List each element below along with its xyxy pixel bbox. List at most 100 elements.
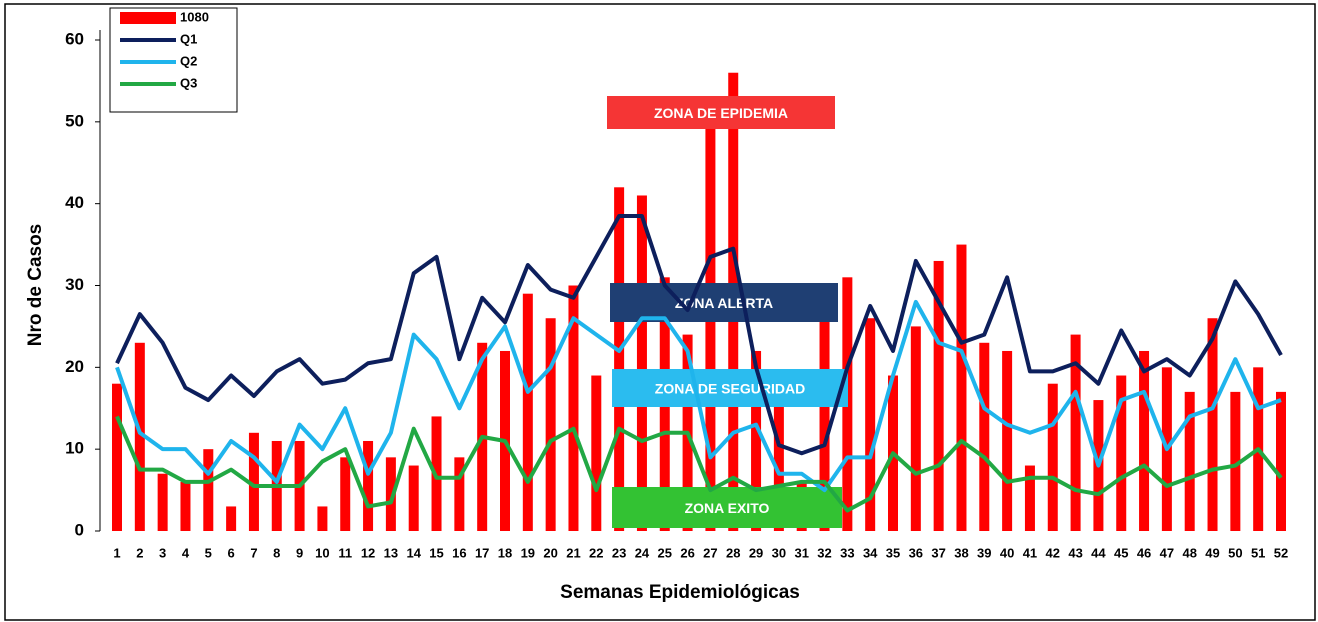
x-tick-label: 6	[228, 545, 235, 560]
x-tick-label: 23	[612, 545, 626, 560]
x-tick-label: 29	[749, 545, 763, 560]
zone-label: ZONA DE SEGURIDAD	[655, 381, 805, 397]
x-tick-label: 39	[977, 545, 991, 560]
x-tick-label: 35	[886, 545, 900, 560]
zone-box	[610, 283, 838, 322]
bar	[705, 121, 716, 531]
bar	[1230, 391, 1241, 531]
x-tick-label: 8	[273, 545, 280, 560]
x-tick-label: 47	[1160, 545, 1174, 560]
y-tick-label: 30	[65, 275, 84, 294]
bar	[157, 473, 168, 531]
x-tick-label: 14	[406, 545, 421, 560]
x-tick-label: 9	[296, 545, 303, 560]
x-tick-label: 30	[772, 545, 786, 560]
bar	[979, 342, 990, 531]
legend-label: 1080	[180, 9, 209, 24]
y-tick-label: 10	[65, 439, 84, 458]
bar	[1139, 350, 1150, 531]
x-tick-label: 22	[589, 545, 603, 560]
x-axis-label: Semanas Epidemiológicas	[560, 582, 800, 603]
x-tick-label: 33	[840, 545, 854, 560]
bar	[1116, 375, 1127, 531]
x-tick-label: 52	[1274, 545, 1288, 560]
bar	[522, 293, 533, 531]
x-tick-label: 31	[794, 545, 808, 560]
y-tick-label: 50	[65, 111, 84, 130]
bar	[1184, 391, 1195, 531]
bar	[363, 440, 374, 531]
x-tick-label: 46	[1137, 545, 1151, 560]
legend-swatch	[120, 12, 176, 24]
x-tick-label: 11	[338, 545, 352, 560]
y-axis-label: Nro de Casos	[25, 224, 46, 346]
bar	[614, 187, 625, 532]
x-tick-label: 40	[1000, 545, 1014, 560]
x-tick-label: 26	[680, 545, 694, 560]
zone-box	[607, 96, 835, 129]
x-tick-label: 4	[182, 545, 190, 560]
bar	[1024, 465, 1035, 531]
bar	[751, 350, 762, 531]
zone-label: ZONA DE EPIDEMIA	[654, 105, 788, 121]
bar	[773, 400, 784, 531]
bar	[1207, 318, 1218, 531]
x-tick-label: 49	[1205, 545, 1219, 560]
zone-box	[612, 369, 848, 407]
y-tick-label: 60	[65, 29, 84, 48]
x-tick-label: 48	[1182, 545, 1196, 560]
bar	[933, 260, 944, 531]
zone-label: ZONA ALERTA	[675, 295, 773, 311]
line	[115, 299, 1282, 493]
x-tick-label: 7	[250, 545, 257, 560]
y-tick-label: 40	[65, 193, 84, 212]
x-tick-label: 3	[159, 545, 166, 560]
bar	[203, 449, 214, 531]
bar	[248, 432, 259, 531]
bar	[591, 375, 602, 531]
bar	[865, 318, 876, 531]
x-tick-label: 1	[113, 545, 120, 560]
bar	[112, 383, 122, 531]
bar	[819, 318, 830, 531]
x-tick-label: 24	[635, 545, 650, 560]
legend-label: Q1	[180, 31, 197, 46]
bar	[1070, 334, 1081, 531]
x-tick-label: 28	[726, 545, 740, 560]
x-tick-label: 45	[1114, 545, 1128, 560]
x-tick-label: 42	[1046, 545, 1060, 560]
bar	[910, 326, 921, 531]
x-tick-label: 10	[315, 545, 329, 560]
x-tick-label: 32	[817, 545, 831, 560]
bar	[1002, 350, 1013, 531]
x-tick-label: 27	[703, 545, 717, 560]
bar	[956, 244, 967, 532]
x-tick-label: 34	[863, 545, 878, 560]
x-tick-label: 36	[909, 545, 923, 560]
x-tick-label: 50	[1228, 545, 1242, 560]
bar	[454, 457, 465, 531]
x-tick-label: 38	[954, 545, 968, 560]
x-tick-label: 15	[429, 545, 443, 560]
x-tick-label: 17	[475, 545, 489, 560]
bar	[180, 481, 191, 531]
bar	[636, 195, 647, 531]
zone-label: ZONA EXITO	[685, 500, 770, 516]
x-tick-label: 19	[521, 545, 535, 560]
x-tick-label: 21	[566, 545, 580, 560]
line	[115, 415, 1283, 513]
y-tick-label: 0	[75, 520, 84, 539]
x-tick-label: 37	[931, 545, 945, 560]
zone-box	[612, 487, 842, 528]
bar	[408, 465, 419, 531]
y-tick-label: 20	[65, 357, 84, 376]
x-tick-label: 5	[205, 545, 212, 560]
legend-label: Q3	[180, 75, 197, 90]
bar	[545, 318, 556, 531]
x-tick-label: 13	[384, 545, 398, 560]
bar	[226, 506, 237, 531]
x-tick-label: 16	[452, 545, 466, 560]
x-tick-label: 44	[1091, 545, 1106, 560]
x-tick-label: 25	[658, 545, 672, 560]
